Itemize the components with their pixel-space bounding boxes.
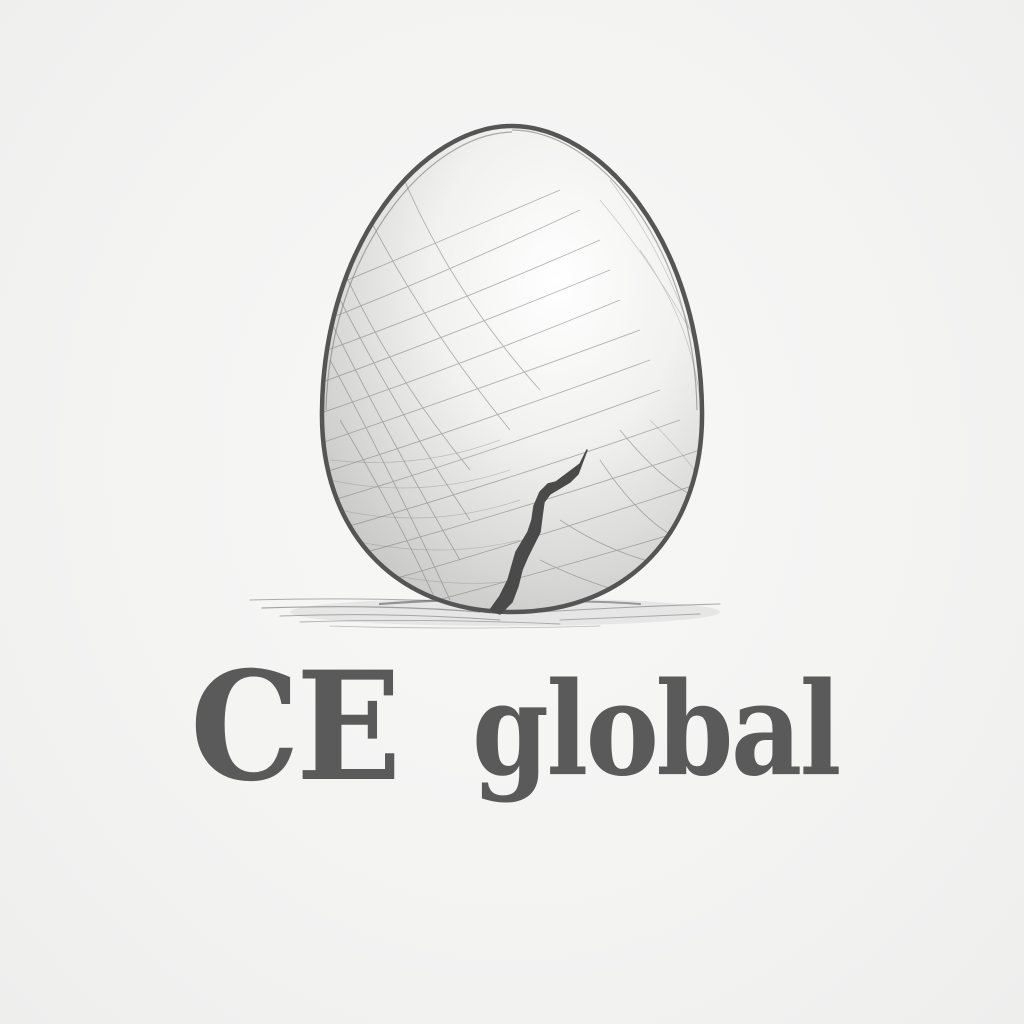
egg-outline [319,123,705,615]
egg-shell [321,126,703,612]
wordmark-ce: CE [190,639,401,815]
brand-wordmark: CE global [190,652,870,832]
egg-crack [489,449,588,615]
cracked-egg-illustration [249,123,721,629]
wordmark-global: global [472,655,841,805]
